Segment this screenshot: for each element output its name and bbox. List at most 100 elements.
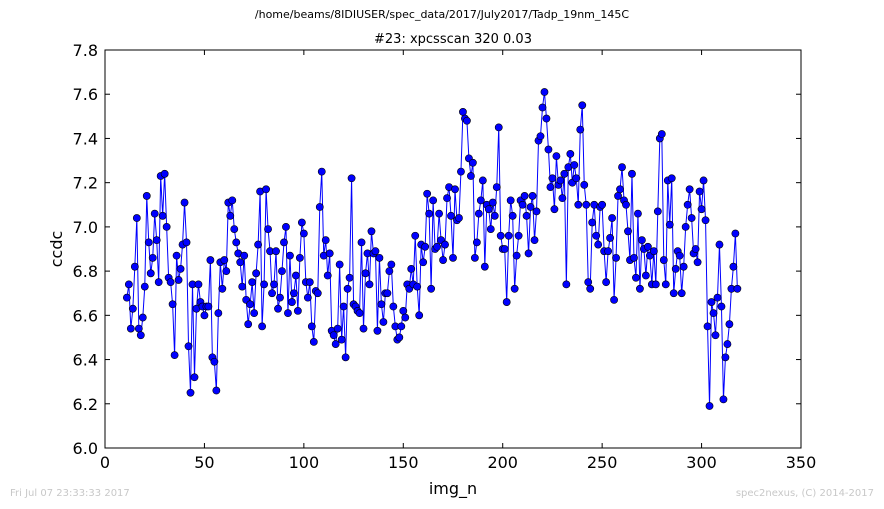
data-point xyxy=(661,280,670,289)
data-point xyxy=(162,222,171,231)
data-point xyxy=(703,322,712,331)
data-point xyxy=(478,176,487,185)
data-point xyxy=(649,247,658,256)
data-point xyxy=(669,289,678,298)
data-point xyxy=(546,183,555,191)
data-point xyxy=(717,302,726,311)
data-point xyxy=(268,289,276,298)
data-point xyxy=(331,340,340,348)
data-point xyxy=(695,187,704,196)
data-point xyxy=(299,229,308,238)
data-point xyxy=(572,174,581,183)
data-point xyxy=(562,280,571,289)
chart-title: #23: xpcsscan 320 0.03 xyxy=(374,32,532,47)
data-point xyxy=(552,152,561,161)
data-point xyxy=(459,108,467,116)
data-point xyxy=(713,293,722,302)
data-point xyxy=(236,258,245,267)
data-point xyxy=(558,194,567,203)
data-point xyxy=(291,271,300,280)
data-point xyxy=(606,234,614,242)
data-point xyxy=(608,214,616,222)
data-point xyxy=(206,256,215,264)
data-point xyxy=(506,196,515,205)
data-point xyxy=(675,251,684,260)
y-tick-label: 6.2 xyxy=(73,395,98,414)
data-point xyxy=(490,211,499,220)
y-tick-label: 6.0 xyxy=(73,439,98,458)
data-point xyxy=(536,132,545,141)
data-point xyxy=(494,123,503,132)
data-point xyxy=(140,282,149,291)
data-point xyxy=(182,238,191,247)
data-point xyxy=(651,280,660,289)
data-point xyxy=(375,253,384,262)
data-point xyxy=(385,267,394,276)
data-point xyxy=(697,205,706,214)
data-point xyxy=(357,238,366,247)
data-point xyxy=(222,267,231,276)
data-point xyxy=(526,203,535,211)
data-point xyxy=(228,196,237,205)
data-point xyxy=(671,264,680,273)
data-point xyxy=(214,309,223,318)
data-point xyxy=(240,251,249,260)
data-point xyxy=(592,231,601,240)
data-point xyxy=(429,196,438,205)
data-point xyxy=(721,353,730,362)
x-tick-label: 50 xyxy=(194,453,214,472)
data-point xyxy=(361,269,370,278)
data-point xyxy=(286,251,294,260)
data-point xyxy=(504,231,513,240)
data-point xyxy=(226,211,235,220)
data-point xyxy=(594,240,603,249)
data-point xyxy=(315,203,324,211)
data-point xyxy=(278,267,286,276)
data-point xyxy=(335,260,344,269)
data-point xyxy=(614,192,622,200)
data-point xyxy=(502,298,511,306)
data-point xyxy=(264,225,272,233)
data-point xyxy=(538,103,547,112)
data-point xyxy=(168,300,177,309)
data-point xyxy=(150,209,159,218)
data-point xyxy=(522,211,531,220)
data-point xyxy=(258,322,266,331)
x-tick-label: 0 xyxy=(100,453,110,472)
data-point xyxy=(341,353,350,362)
data-point xyxy=(447,211,455,220)
data-point xyxy=(638,236,646,245)
data-point xyxy=(276,293,284,302)
data-point xyxy=(598,200,607,209)
y-tick-label: 6.8 xyxy=(73,262,98,281)
data-point xyxy=(628,169,636,178)
data-point xyxy=(677,289,686,298)
data-point xyxy=(641,271,650,280)
data-point xyxy=(701,216,710,225)
data-point xyxy=(307,322,316,331)
data-point xyxy=(190,373,199,382)
data-point xyxy=(288,298,296,306)
data-point xyxy=(262,185,270,194)
data-point xyxy=(170,351,179,360)
data-point xyxy=(423,189,432,198)
data-point xyxy=(602,278,611,287)
data-point xyxy=(476,196,485,205)
data-point xyxy=(705,402,714,410)
data-point xyxy=(421,242,430,251)
data-point xyxy=(124,280,133,289)
x-tick-label: 250 xyxy=(587,453,618,472)
data-point xyxy=(439,256,447,264)
data-point xyxy=(126,324,135,333)
data-point xyxy=(463,116,471,125)
data-point xyxy=(731,229,740,238)
x-tick-label: 100 xyxy=(289,453,320,472)
data-point xyxy=(472,238,481,247)
data-point xyxy=(468,158,477,167)
data-point xyxy=(532,207,541,216)
data-point xyxy=(693,258,702,267)
data-point xyxy=(347,174,356,183)
data-point xyxy=(544,145,553,154)
y-tick-label: 7.8 xyxy=(73,41,98,60)
